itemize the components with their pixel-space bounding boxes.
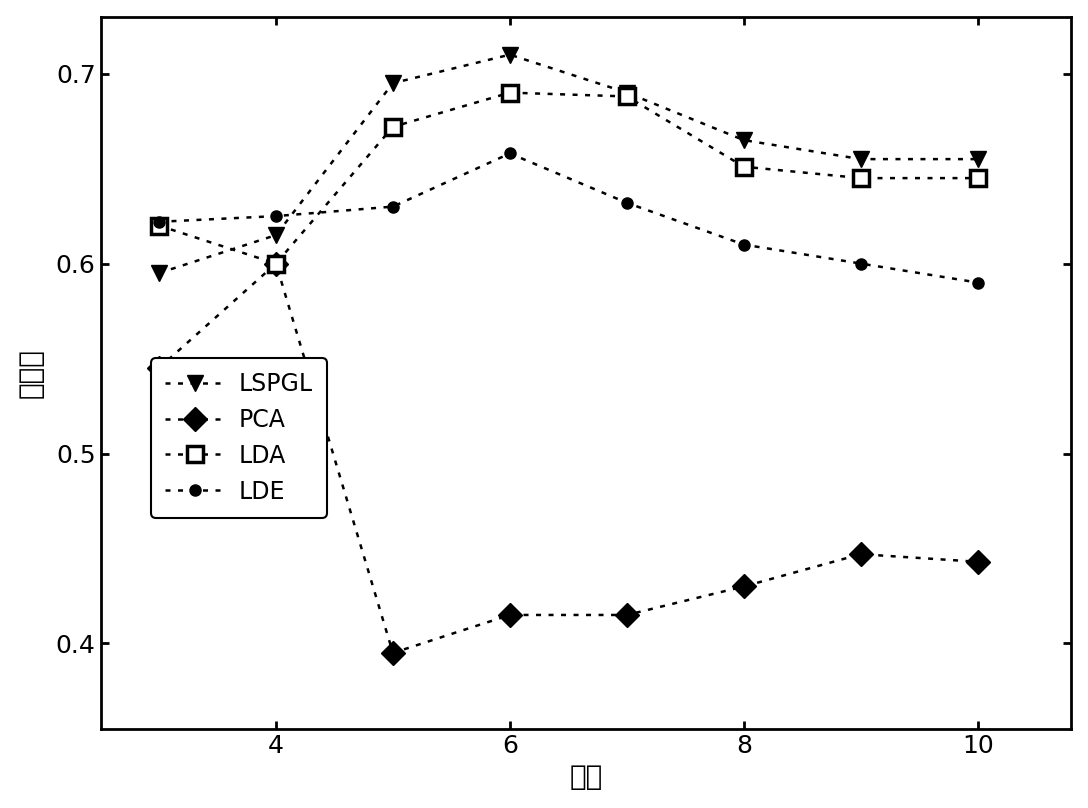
- Line: PCA: PCA: [150, 255, 986, 661]
- Line: LDA: LDA: [150, 84, 986, 272]
- LDA: [504, 88, 517, 98]
- LDE: [152, 217, 165, 226]
- LSPGL: [386, 78, 399, 88]
- LSPGL: [270, 230, 283, 240]
- LDE: [504, 149, 517, 158]
- LDE: [972, 278, 985, 288]
- LDA: [620, 91, 633, 101]
- LDA: [152, 221, 165, 230]
- LSPGL: [152, 268, 165, 278]
- LSPGL: [972, 154, 985, 164]
- LDE: [270, 211, 283, 221]
- PCA: [504, 610, 517, 620]
- LDA: [738, 162, 751, 171]
- PCA: [854, 549, 867, 559]
- LSPGL: [504, 50, 517, 60]
- LDA: [972, 173, 985, 183]
- LSPGL: [738, 135, 751, 145]
- LDA: [386, 122, 399, 132]
- Line: LSPGL: LSPGL: [150, 46, 986, 281]
- PCA: [738, 582, 751, 591]
- PCA: [620, 610, 633, 620]
- LDE: [620, 198, 633, 208]
- PCA: [972, 557, 985, 566]
- Line: LDE: LDE: [153, 148, 984, 288]
- LDA: [854, 173, 867, 183]
- LDA: [270, 259, 283, 268]
- LDE: [854, 259, 867, 268]
- Legend: LSPGL, PCA, LDA, LDE: LSPGL, PCA, LDA, LDE: [151, 358, 326, 518]
- PCA: [270, 259, 283, 268]
- LSPGL: [854, 154, 867, 164]
- Y-axis label: 识别率: 识别率: [16, 348, 45, 398]
- PCA: [152, 363, 165, 372]
- PCA: [386, 648, 399, 658]
- X-axis label: 维数: 维数: [569, 764, 603, 791]
- LDE: [386, 202, 399, 212]
- LDE: [738, 240, 751, 250]
- LSPGL: [620, 88, 633, 98]
